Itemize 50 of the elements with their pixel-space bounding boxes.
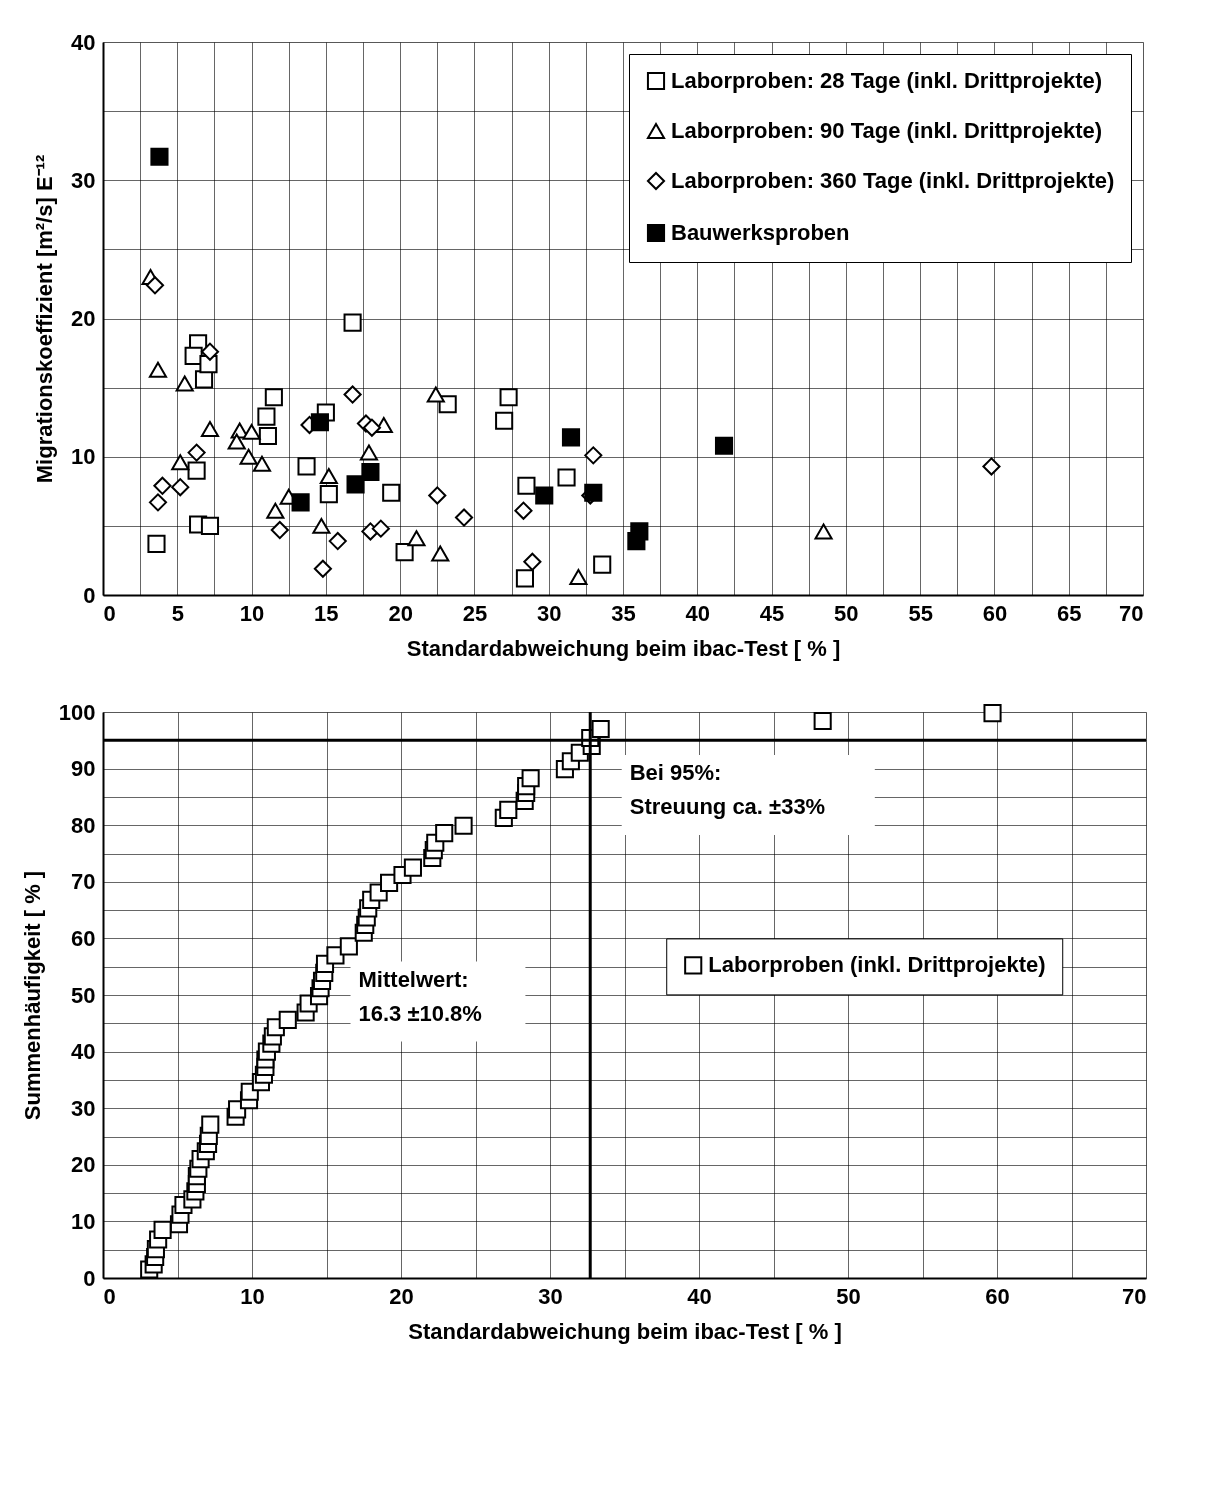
y-tick-label: 70 — [71, 869, 96, 895]
x-tick-label: 55 — [908, 600, 933, 626]
x-tick-label: 30 — [536, 600, 562, 626]
x-axis-title: Standardabweichung beim ibac-Test [ % ] — [406, 635, 841, 661]
x-axis-title: Standardabweichung beim ibac-Test [ % ] — [408, 1318, 842, 1344]
x-tick-label: 0 — [103, 600, 116, 626]
x-tick-label: 10 — [240, 1283, 265, 1309]
x-tick-label: 20 — [389, 1283, 414, 1309]
x-tick-label: 50 — [836, 1283, 861, 1309]
legend-label: Laborproben: 360 Tage (inkl. Drittprojekte) — [671, 168, 1115, 193]
y-tick-label: 10 — [71, 444, 96, 470]
x-tick-label: 5 — [171, 600, 184, 626]
x-tick-label: 70 — [1119, 600, 1144, 626]
x-tick-label: 40 — [685, 600, 711, 626]
x-tick-label: 15 — [314, 600, 339, 626]
y-tick-label: 30 — [71, 1095, 96, 1121]
x-tick-label: 20 — [388, 600, 413, 626]
x-tick-label: 25 — [462, 600, 488, 626]
y-axis-title: Migrationskoeffizient [m²/s] E⁻¹² — [32, 154, 58, 484]
x-tick-label: 10 — [239, 600, 265, 626]
y-tick-label: 100 — [58, 699, 96, 725]
y-tick-label: 30 — [71, 167, 96, 193]
legend-label: Bauwerksproben — [671, 220, 850, 245]
y-axis-title: Summenhäufigkeit [ % ] — [19, 870, 45, 1121]
y-tick-label: 90 — [71, 756, 96, 782]
y-tick-label: 40 — [71, 29, 96, 55]
legend-label: Laborproben (inkl. Drittprojekte) — [708, 952, 1046, 978]
x-tick-label: 0 — [103, 1283, 116, 1309]
x-tick-label: 35 — [611, 600, 636, 626]
legend-label: Laborproben: 28 Tage (inkl. Drittprojekte) — [671, 68, 1103, 93]
y-tick-label: 0 — [83, 582, 96, 608]
x-tick-label: 65 — [1056, 600, 1082, 626]
y-tick-label: 0 — [83, 1265, 96, 1291]
x-tick-label: 60 — [982, 600, 1008, 626]
annotation: Bei 95%: Streuung ca. ±33% — [629, 759, 826, 819]
y-tick-label: 20 — [71, 1152, 96, 1178]
x-tick-label: 30 — [538, 1283, 563, 1309]
x-tick-label: 60 — [985, 1283, 1010, 1309]
legend-label: Laborproben: 90 Tage (inkl. Drittprojekte) — [671, 118, 1103, 143]
y-tick-label: 10 — [71, 1208, 96, 1234]
y-tick-label: 20 — [71, 306, 96, 331]
x-tick-label: 70 — [1122, 1283, 1147, 1309]
x-tick-label: 50 — [834, 600, 859, 626]
annotation: Mittelwert: 16.3 ±10.8% — [358, 966, 482, 1026]
y-tick-label: 50 — [71, 982, 96, 1008]
y-tick-label: 40 — [71, 1039, 96, 1065]
x-tick-label: 45 — [759, 600, 785, 626]
x-tick-label: 40 — [687, 1283, 712, 1309]
y-tick-label: 80 — [71, 812, 96, 838]
y-tick-label: 60 — [71, 925, 96, 951]
